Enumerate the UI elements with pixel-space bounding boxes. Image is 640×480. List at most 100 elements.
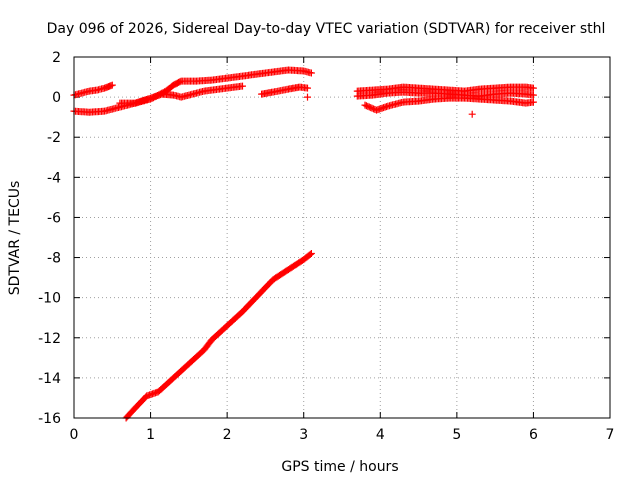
series-track-e-outlier	[304, 93, 311, 101]
series-track-a-upper-left	[70, 81, 116, 99]
data-point-marker	[269, 88, 277, 96]
y-axis-label: SDTVAR / TECUs	[7, 181, 23, 296]
data-point-marker	[461, 94, 468, 102]
data-point-marker	[170, 374, 177, 382]
y-tick-label: 2	[52, 50, 61, 66]
y-tick-label: 0	[52, 90, 61, 106]
data-point-marker	[147, 94, 155, 102]
data-point-marker	[108, 81, 116, 89]
x-tick-label: 3	[299, 427, 308, 443]
data-point-marker	[415, 97, 423, 105]
data-point-marker	[369, 91, 377, 99]
data-point-marker	[231, 83, 239, 91]
data-point-marker	[522, 90, 530, 98]
data-point-marker	[476, 95, 484, 103]
data-point-marker	[300, 67, 308, 75]
chart-title: Day 096 of 2026, Sidereal Day-to-day VTE…	[47, 21, 606, 37]
data-point-marker	[491, 84, 499, 92]
data-point-marker	[185, 360, 193, 368]
data-point-marker	[170, 81, 177, 89]
series-track-i-outlier	[468, 110, 476, 118]
data-point-marker	[507, 83, 514, 91]
data-point-marker	[384, 102, 392, 110]
data-point-marker	[239, 72, 246, 80]
x-tick-label: 5	[452, 427, 461, 443]
series-track-c-middle-loop	[116, 82, 246, 107]
data-point-marker	[373, 106, 380, 114]
y-tick-label: -16	[38, 411, 61, 427]
data-point-marker	[307, 69, 315, 77]
data-point-marker	[223, 74, 231, 82]
data-point-marker	[491, 90, 499, 98]
data-point-marker	[85, 108, 93, 116]
data-point-marker	[399, 88, 407, 96]
series-track-d-short-segment	[258, 83, 311, 98]
grid-layer	[74, 57, 610, 418]
data-point-marker	[170, 91, 177, 99]
data-point-marker	[284, 66, 292, 74]
data-point-marker	[507, 97, 514, 105]
data-point-marker	[78, 89, 86, 97]
data-point-marker	[177, 77, 185, 85]
data-point-marker	[269, 276, 277, 284]
x-axis-label: GPS time / hours	[281, 459, 398, 475]
data-point-marker	[384, 89, 392, 97]
y-tick-label: -8	[47, 251, 61, 267]
y-tick-label: -14	[38, 371, 61, 387]
data-point-marker	[131, 404, 139, 412]
data-point-marker	[131, 99, 139, 107]
data-point-marker	[284, 85, 292, 93]
data-point-marker	[223, 322, 231, 330]
data-point-marker	[185, 91, 193, 99]
x-tick-label: 0	[70, 427, 79, 443]
data-point-marker	[239, 82, 246, 90]
data-point-marker	[154, 388, 162, 396]
data-point-marker	[158, 90, 166, 98]
data-point-marker	[300, 256, 308, 264]
data-point-marker	[353, 92, 361, 100]
data-point-marker	[304, 93, 311, 101]
data-point-marker	[522, 83, 530, 91]
y-tick-label: -10	[38, 291, 61, 307]
data-point-marker	[216, 85, 223, 93]
data-point-marker	[85, 87, 93, 95]
data-point-marker	[399, 98, 407, 106]
data-point-marker	[254, 292, 262, 300]
data-point-marker	[529, 91, 537, 99]
series-track-markers	[72, 82, 115, 99]
data-point-marker	[193, 77, 200, 85]
y-tick-label: -12	[38, 331, 61, 347]
x-tick-label: 1	[146, 427, 155, 443]
data-point-marker	[468, 110, 476, 118]
data-point-marker	[258, 90, 266, 98]
data-point-marker	[430, 89, 438, 97]
series-track-markers	[259, 83, 310, 98]
x-tick-label: 2	[223, 427, 232, 443]
x-tick-label: 7	[606, 427, 615, 443]
data-point-marker	[254, 70, 262, 78]
plot-frame	[73, 56, 611, 419]
data-point-marker	[284, 266, 292, 274]
data-point-marker	[101, 107, 109, 115]
data-point-marker	[445, 94, 453, 102]
data-point-marker	[269, 68, 277, 76]
data-point-marker	[361, 101, 369, 109]
series-track-h-right-lower	[361, 94, 537, 114]
y-tick-label: -2	[47, 130, 61, 146]
series-track-f-right-upper	[353, 83, 537, 95]
data-point-marker	[239, 308, 246, 316]
data-point-marker	[430, 95, 438, 103]
x-tick-label: 6	[529, 427, 538, 443]
data-point-marker	[476, 85, 484, 93]
data-point-marker	[307, 250, 315, 257]
data-point-marker	[143, 392, 151, 400]
y-tick-label: -4	[47, 170, 61, 186]
data-point-marker	[522, 99, 530, 107]
data-point-marker	[93, 86, 101, 94]
data-point-marker	[415, 89, 423, 97]
series-track-markers	[123, 250, 314, 421]
data-point-marker	[529, 98, 537, 106]
axis-layer: 0 1 2 3 4 5 6 7 2 0 -2 -4 -6 -8 -10 -12 -14 -16	[38, 50, 614, 443]
y-tick-label: -6	[47, 210, 61, 226]
series-descending-track	[122, 250, 315, 422]
